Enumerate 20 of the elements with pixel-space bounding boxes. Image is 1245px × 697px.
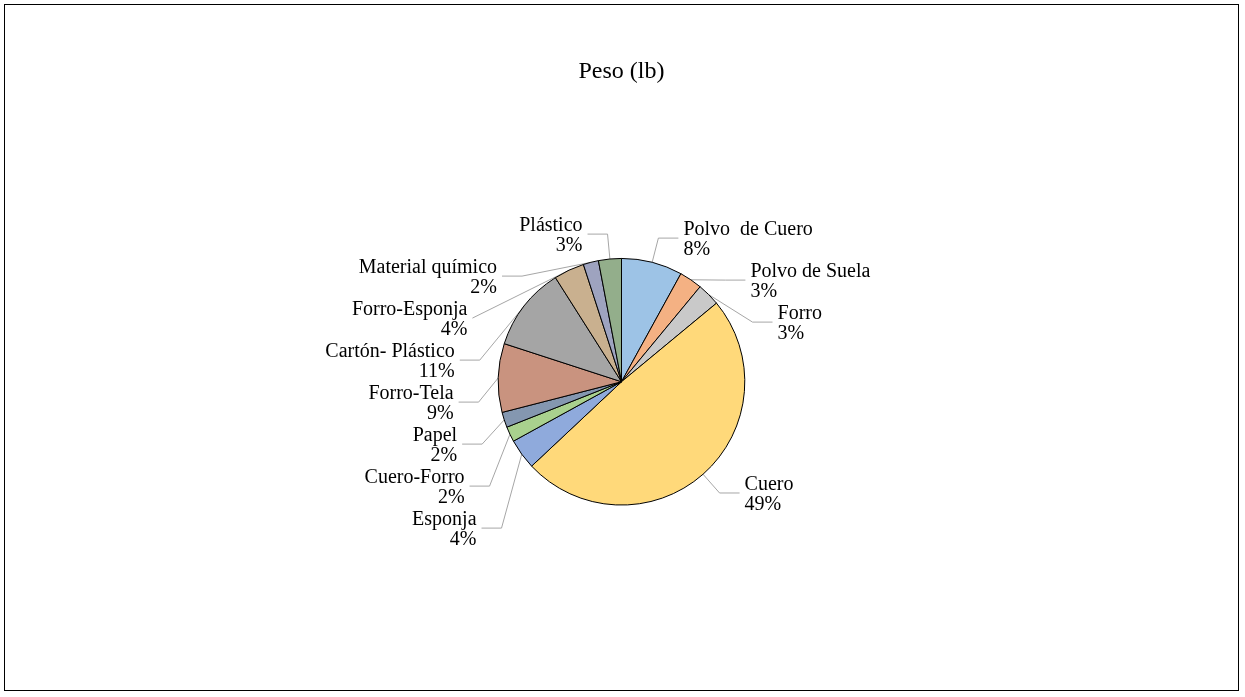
- chart-title: Peso (lb): [578, 57, 665, 83]
- slice-label: Esponja: [412, 507, 477, 531]
- slice-label: Cartón- Plástico: [325, 339, 455, 362]
- data-label: 11%: [418, 359, 455, 382]
- data-label: 3%: [750, 279, 778, 302]
- data-label: 3%: [777, 321, 805, 344]
- slice-label: Cuero: [744, 471, 794, 494]
- slice-label: Forro-Tela: [368, 381, 454, 404]
- slice-label: Forro-Esponja: [351, 297, 468, 321]
- data-label: 9%: [426, 401, 454, 424]
- slice-label: Forro: [777, 301, 822, 324]
- slice-label: Polvo de Cuero: [683, 217, 813, 240]
- data-label: 8%: [683, 237, 711, 260]
- slice-label: Papel: [412, 423, 458, 447]
- data-label: 49%: [744, 491, 782, 514]
- slice-label: Plástico: [519, 213, 583, 236]
- data-label: 2%: [437, 485, 465, 508]
- data-label: 3%: [555, 233, 583, 256]
- slice-label: Cuero-Forro: [364, 465, 465, 488]
- slice-label: Polvo de Suela: [750, 259, 871, 282]
